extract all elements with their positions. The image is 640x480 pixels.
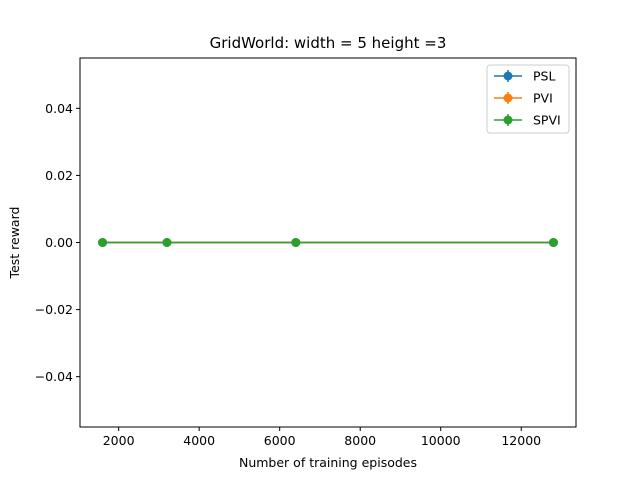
legend-entry-psl: PSL bbox=[494, 69, 555, 84]
data-point bbox=[548, 238, 558, 247]
legend: PSL PVI SPVI bbox=[486, 64, 570, 134]
x-tick-label: 8000 bbox=[344, 433, 376, 448]
x-axis-label: Number of training episodes bbox=[239, 455, 417, 470]
legend-marker bbox=[503, 93, 513, 103]
y-tick-label: 0.02 bbox=[45, 168, 73, 183]
plot-frame bbox=[79, 57, 577, 428]
legend-label: PSL bbox=[533, 69, 555, 84]
y-tick-label: 0.00 bbox=[45, 235, 73, 250]
y-axis-label: Test reward bbox=[7, 207, 22, 280]
legend-entry-pvi: PVI bbox=[494, 91, 553, 106]
y-tick-label: 0.04 bbox=[45, 101, 73, 116]
x-tick-label: 2000 bbox=[103, 433, 135, 448]
data-point bbox=[291, 238, 301, 247]
legend-label: PVI bbox=[533, 91, 553, 106]
y-tick-label: −0.02 bbox=[35, 302, 73, 317]
y-tick-label: −0.04 bbox=[35, 369, 73, 384]
x-tick-label: 10000 bbox=[421, 433, 461, 448]
x-tick-label: 4000 bbox=[183, 433, 215, 448]
data-point bbox=[162, 238, 172, 247]
chart-title: GridWorld: width = 5 height =3 bbox=[210, 34, 447, 52]
series-layer bbox=[98, 238, 558, 247]
y-axis-ticks: −0.04 −0.02 0.00 0.02 0.04 bbox=[35, 101, 80, 384]
x-tick-label: 6000 bbox=[264, 433, 296, 448]
x-axis-ticks: 2000 4000 6000 8000 10000 12000 bbox=[103, 427, 541, 448]
series-spvi bbox=[98, 238, 558, 247]
legend-marker bbox=[503, 71, 513, 81]
legend-marker bbox=[503, 115, 513, 125]
legend-label: SPVI bbox=[533, 113, 561, 128]
legend-entry-spvi: SPVI bbox=[494, 113, 561, 128]
x-tick-label: 12000 bbox=[501, 433, 541, 448]
data-point bbox=[98, 238, 108, 247]
